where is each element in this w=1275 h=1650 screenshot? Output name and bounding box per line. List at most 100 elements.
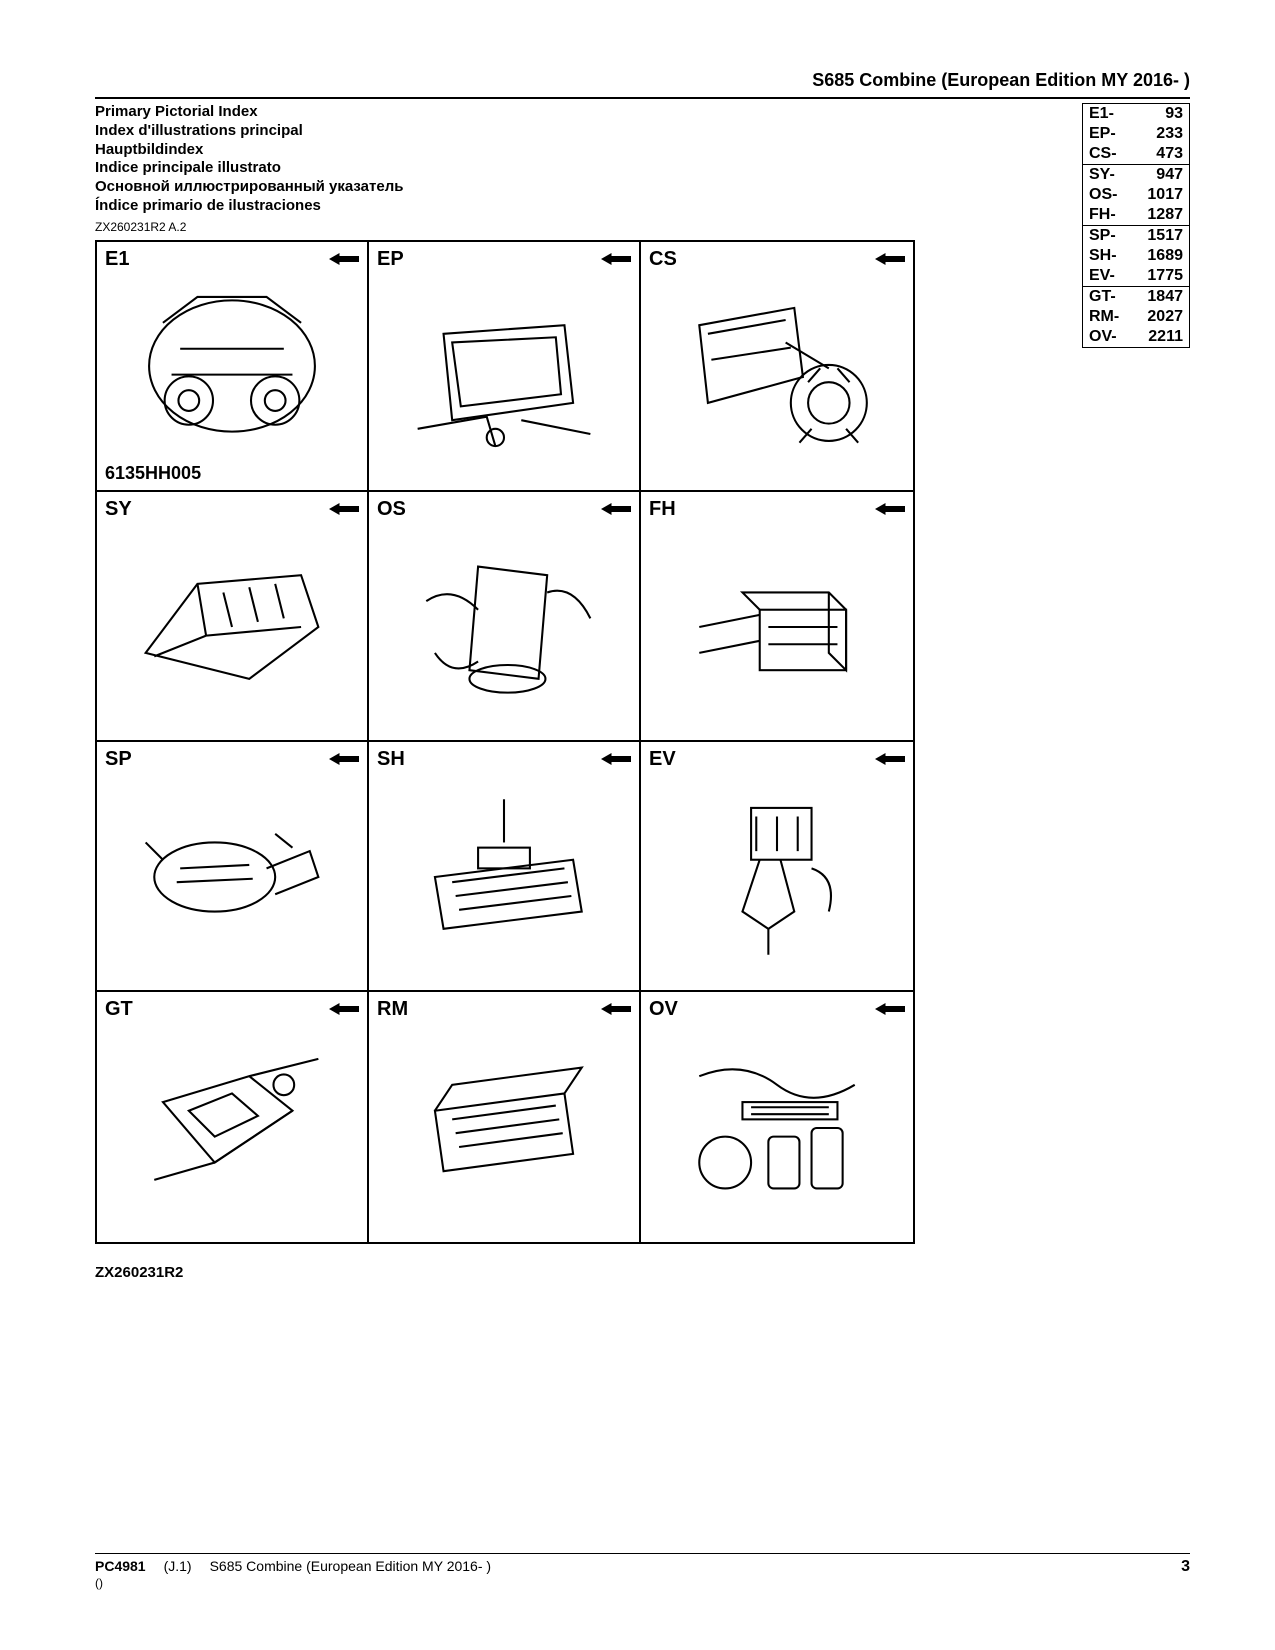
page-footer: PC4981 (J.1) S685 Combine (European Edit… xyxy=(95,1553,1190,1590)
arrow-left-icon xyxy=(329,751,359,767)
section-index-table: E1-93EP-233CS-473SY-947OS-1017FH-1287SP-… xyxy=(1082,103,1190,348)
cell-header: E1 xyxy=(105,248,359,271)
pictorial-cell[interactable]: SP xyxy=(97,742,369,992)
cell-code: EP xyxy=(377,248,404,271)
cell-header: OV xyxy=(649,998,905,1021)
index-page: 1017 xyxy=(1131,186,1183,204)
arrow-left-icon xyxy=(875,1001,905,1017)
index-row: OV-2211 xyxy=(1083,327,1189,347)
pictorial-cell[interactable]: RM xyxy=(369,992,641,1242)
index-page: 1689 xyxy=(1131,247,1183,265)
cell-header: SP xyxy=(105,748,359,771)
cell-subcode: 6135HH005 xyxy=(105,463,359,484)
cell-header: SH xyxy=(377,748,631,771)
arrow-left-icon xyxy=(601,251,631,267)
cell-header: OS xyxy=(377,498,631,521)
footer-divider xyxy=(95,1553,1190,1554)
cell-header: GT xyxy=(105,998,359,1021)
footer-description: S685 Combine (European Edition MY 2016- … xyxy=(210,1558,1182,1576)
index-row: SH-1689 xyxy=(1083,246,1189,266)
index-page: 947 xyxy=(1131,166,1183,184)
arrow-left-icon xyxy=(601,751,631,767)
cell-header: SY xyxy=(105,498,359,521)
cell-diagram xyxy=(105,771,359,984)
cell-code: OV xyxy=(649,998,678,1021)
title-fr: Index d'illustrations principal xyxy=(95,122,1190,141)
footer-catalog-number: PC4981 xyxy=(95,1558,146,1576)
cell-header: EP xyxy=(377,248,631,271)
cell-code: SP xyxy=(105,748,132,771)
title-es: Índice primario de ilustraciones xyxy=(95,197,1190,216)
pictorial-cell[interactable]: E1 6135HH005 xyxy=(97,242,369,492)
arrow-left-icon xyxy=(601,1001,631,1017)
index-page: 93 xyxy=(1131,105,1183,123)
cell-code: RM xyxy=(377,998,408,1021)
footer-sub: () xyxy=(95,1576,1190,1590)
title-en: Primary Pictorial Index xyxy=(95,103,1190,122)
pictorial-cell[interactable]: OV xyxy=(641,992,913,1242)
index-row: SY-947 xyxy=(1083,165,1189,185)
cell-diagram xyxy=(377,271,631,484)
cell-code: CS xyxy=(649,248,677,271)
arrow-left-icon xyxy=(875,751,905,767)
cell-code: OS xyxy=(377,498,406,521)
bottom-reference-code: ZX260231R2 xyxy=(95,1264,1190,1281)
index-page: 1517 xyxy=(1131,227,1183,245)
cell-diagram xyxy=(649,1021,905,1236)
cell-code: E1 xyxy=(105,248,129,271)
cell-code: SY xyxy=(105,498,132,521)
index-code: OS- xyxy=(1089,186,1131,204)
cell-diagram xyxy=(105,521,359,734)
title-it: Indice principale illustrato xyxy=(95,159,1190,178)
document-header-title: S685 Combine (European Edition MY 2016- … xyxy=(95,70,1190,91)
pictorial-cell[interactable]: CS xyxy=(641,242,913,492)
index-row: GT-1847 xyxy=(1083,287,1189,307)
pictorial-cell[interactable]: OS xyxy=(369,492,641,742)
index-code: RM- xyxy=(1089,308,1131,326)
index-code: CS- xyxy=(1089,145,1131,163)
index-page: 2027 xyxy=(1131,308,1183,326)
index-code: EV- xyxy=(1089,267,1131,285)
index-code: GT- xyxy=(1089,288,1131,306)
multilang-titles: Primary Pictorial Index Index d'illustra… xyxy=(95,103,1190,216)
cell-diagram xyxy=(377,521,631,734)
arrow-left-icon xyxy=(875,501,905,517)
arrow-left-icon xyxy=(601,501,631,517)
arrow-left-icon xyxy=(329,251,359,267)
cell-code: GT xyxy=(105,998,133,1021)
index-page: 1287 xyxy=(1131,206,1183,224)
footer-page-number: 3 xyxy=(1181,1558,1190,1576)
index-row: E1-93 xyxy=(1083,104,1189,124)
pictorial-cell[interactable]: SH xyxy=(369,742,641,992)
cell-header: EV xyxy=(649,748,905,771)
pictorial-cell[interactable]: EP xyxy=(369,242,641,492)
cell-header: RM xyxy=(377,998,631,1021)
pictorial-cell[interactable]: FH xyxy=(641,492,913,742)
pictorial-cell[interactable]: EV xyxy=(641,742,913,992)
header-divider xyxy=(95,97,1190,99)
cell-header: FH xyxy=(649,498,905,521)
cell-code: FH xyxy=(649,498,676,521)
index-row: RM-2027 xyxy=(1083,307,1189,327)
index-page: 233 xyxy=(1131,125,1183,143)
arrow-left-icon xyxy=(329,501,359,517)
pictorial-grid: E1 6135HH005 EP CS SY OS FH SP SH EV GT RM OV xyxy=(95,240,915,1244)
cell-diagram xyxy=(649,521,905,734)
index-row: OS-1017 xyxy=(1083,185,1189,205)
arrow-left-icon xyxy=(875,251,905,267)
index-page: 1775 xyxy=(1131,267,1183,285)
cell-diagram xyxy=(649,271,905,484)
arrow-left-icon xyxy=(329,1001,359,1017)
cell-code: SH xyxy=(377,748,405,771)
pictorial-cell[interactable]: GT xyxy=(97,992,369,1242)
index-page: 1847 xyxy=(1131,288,1183,306)
index-row: FH-1287 xyxy=(1083,205,1189,226)
cell-diagram xyxy=(105,1021,359,1236)
cell-code: EV xyxy=(649,748,676,771)
index-row: CS-473 xyxy=(1083,144,1189,165)
cell-diagram xyxy=(105,271,359,461)
pictorial-cell[interactable]: SY xyxy=(97,492,369,742)
footer-revision: (J.1) xyxy=(164,1558,192,1576)
cell-header: CS xyxy=(649,248,905,271)
cell-diagram xyxy=(649,771,905,984)
